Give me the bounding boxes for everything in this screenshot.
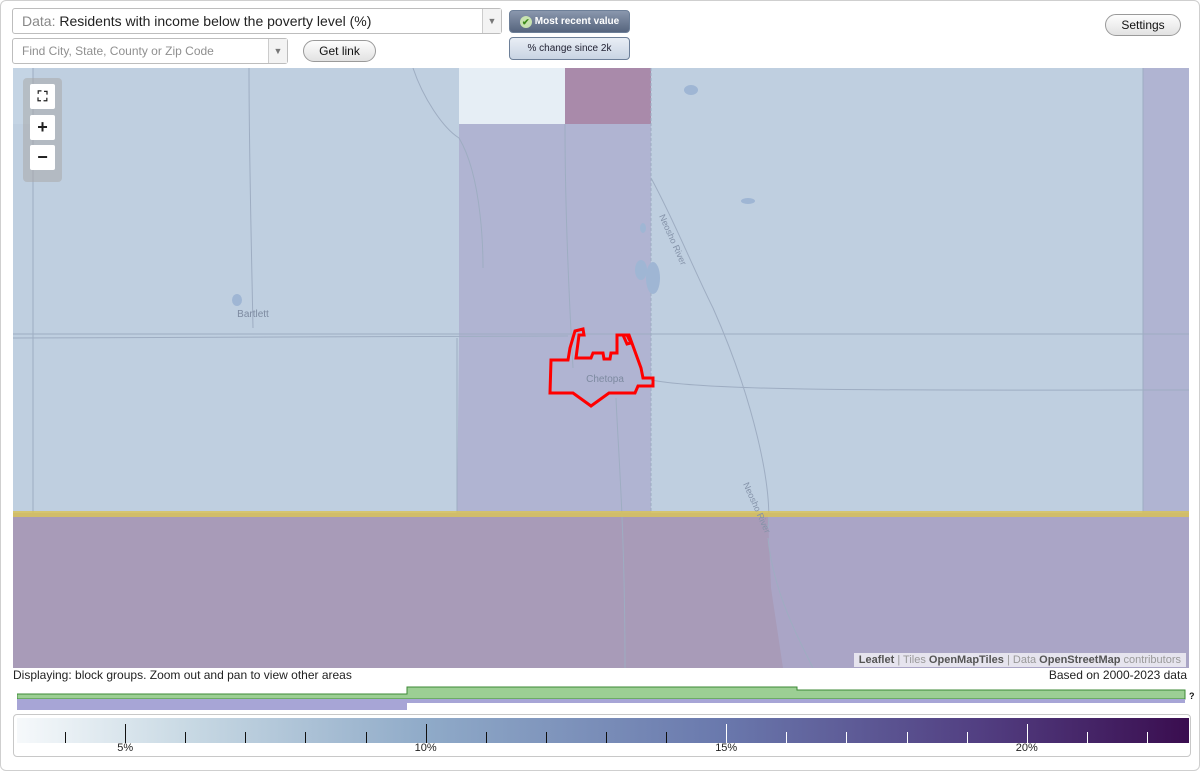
openmaptiles-link[interactable]: OpenMapTiles <box>928 654 1004 666</box>
legend-tick-label: 5% <box>117 742 134 754</box>
legend-major-tick <box>425 724 427 743</box>
place-label-bartlett: Bartlett <box>237 309 269 320</box>
legend-minor-tick <box>305 732 307 743</box>
legend-tick-label: 15% <box>715 742 738 754</box>
legend-major-tick <box>1026 724 1028 743</box>
chevron-down-icon[interactable]: ▼ <box>482 9 501 33</box>
zoom-control: ⛶ + − <box>23 78 62 182</box>
road-line <box>13 335 569 339</box>
legend-minor-tick <box>786 732 788 743</box>
legend-minor-tick <box>606 732 607 743</box>
legend-major-tick <box>125 724 127 743</box>
legend-minor-tick <box>966 732 968 743</box>
attribution-text: contributors <box>1120 654 1181 666</box>
legend-minor-tick <box>1086 732 1088 743</box>
water-body <box>741 198 755 204</box>
map-region-center <box>457 124 651 513</box>
water-body <box>232 294 242 306</box>
river-line <box>650 177 770 529</box>
water-body <box>635 260 647 280</box>
attribution-text: | Data <box>1003 654 1040 666</box>
legend-minor-tick <box>65 732 67 743</box>
legend-minor-tick <box>185 732 187 743</box>
get-link-button[interactable]: Get link <box>303 40 376 62</box>
legend-minor-tick <box>545 732 547 743</box>
map-viewport[interactable]: Bartlett Chetopa Neosho River Neosho Riv… <box>13 68 1189 668</box>
help-icon[interactable]: ? <box>1189 691 1195 701</box>
legend-minor-tick <box>245 732 247 743</box>
legend-gradient <box>17 718 1189 743</box>
leaflet-link[interactable]: Leaflet <box>858 654 895 666</box>
data-select[interactable]: Data: Residents with income below the po… <box>12 8 502 34</box>
water-body <box>684 85 698 95</box>
selected-area-outline[interactable] <box>548 327 655 408</box>
road-line <box>615 397 626 668</box>
check-icon: ✔ <box>519 16 532 28</box>
road-line <box>650 379 1189 391</box>
histogram[interactable] <box>17 684 1187 712</box>
map-canvas: Bartlett Chetopa Neosho River Neosho Riv… <box>13 68 1189 668</box>
histogram-purple-bar <box>407 699 1185 703</box>
color-legend: 5% 10% 15% 20% <box>13 714 1191 757</box>
map-region-south-east <box>768 517 1189 668</box>
legend-tick-label: 20% <box>1015 742 1038 754</box>
pct-change-toggle[interactable]: % change since 2k <box>509 37 630 60</box>
legend-minor-tick <box>1146 732 1148 743</box>
map-region-east <box>1143 68 1189 514</box>
histogram-purple-bar <box>17 699 407 710</box>
fullscreen-button[interactable]: ⛶ <box>30 84 55 109</box>
data-select-prefix: Data: <box>22 13 56 29</box>
most-recent-value-toggle[interactable]: ✔ Most recent value <box>509 10 630 33</box>
water-body <box>646 262 660 294</box>
map-region-top-dark <box>565 68 651 124</box>
legend-tick-label: 10% <box>414 742 437 754</box>
road-line <box>248 68 254 329</box>
displaying-status: Displaying: block groups. Zoom out and p… <box>13 668 352 682</box>
map-region-light <box>459 68 565 124</box>
zoom-in-button[interactable]: + <box>30 115 55 140</box>
legend-minor-tick <box>846 732 848 743</box>
openstreetmap-link[interactable]: OpenStreetMap <box>1039 654 1121 666</box>
place-label-chetopa: Chetopa <box>586 374 624 385</box>
search-placeholder: Find City, State, County or Zip Code <box>22 44 214 58</box>
chevron-down-icon[interactable]: ▼ <box>268 39 287 63</box>
water-body <box>640 223 646 233</box>
river-line <box>767 537 814 668</box>
attribution-text: | Tiles <box>894 654 929 666</box>
most-recent-label: Most recent value <box>534 16 620 27</box>
search-input[interactable]: Find City, State, County or Zip Code ▼ <box>12 38 288 64</box>
legend-minor-tick <box>485 732 487 743</box>
road-line <box>412 68 484 269</box>
histogram-green-series <box>17 686 1186 700</box>
zoom-out-button[interactable]: − <box>30 145 55 170</box>
state-boundary-line <box>13 511 1189 517</box>
data-select-value: Residents with income below the poverty … <box>59 13 372 29</box>
based-on-status: Based on 2000-2023 data <box>1048 668 1187 682</box>
legend-minor-tick <box>365 732 367 743</box>
legend-minor-tick <box>666 732 668 743</box>
settings-button[interactable]: Settings <box>1105 14 1181 36</box>
legend-major-tick <box>726 724 728 743</box>
map-attribution: Leaflet | Tiles OpenMapTiles | Data Open… <box>853 653 1186 667</box>
legend-minor-tick <box>906 732 908 743</box>
